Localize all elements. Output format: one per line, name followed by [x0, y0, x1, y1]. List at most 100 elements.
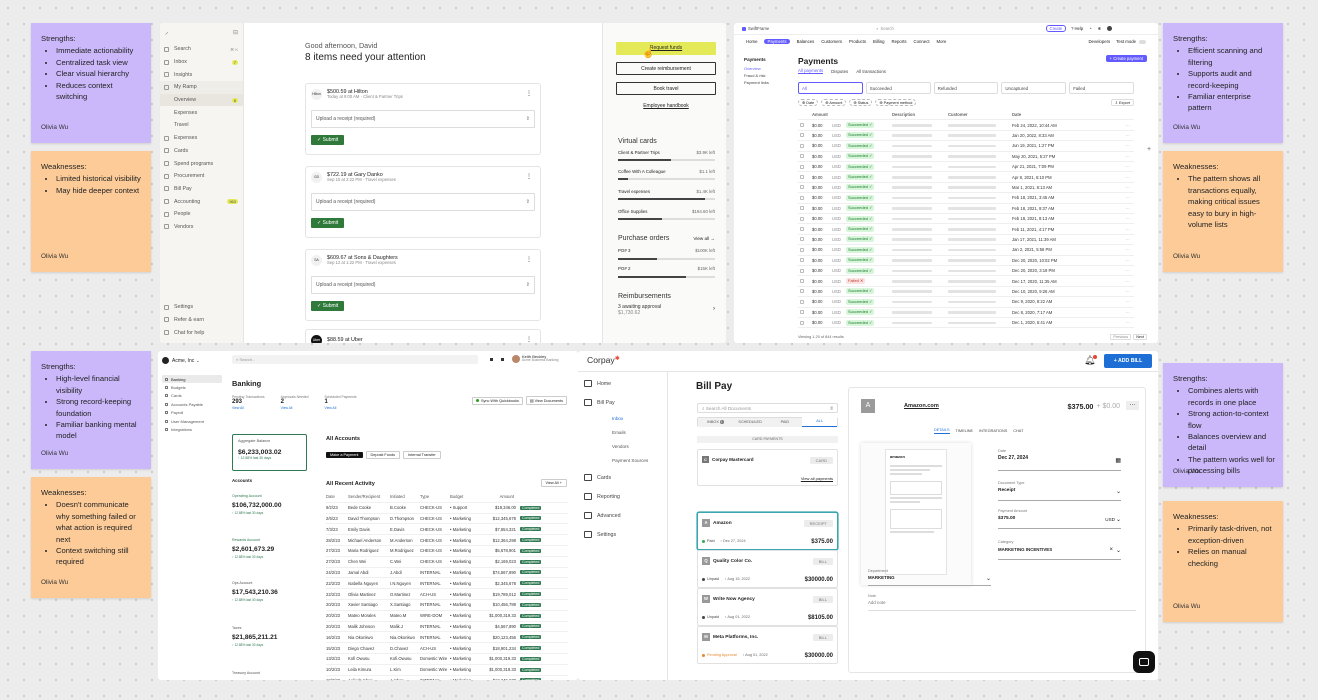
account-action-button[interactable]: Internal Transfer [402, 451, 441, 459]
payments-tab[interactable]: All payments [798, 68, 824, 74]
row-menu-icon[interactable]: ⋯ [1125, 132, 1130, 138]
reimbursements-summary[interactable]: 3 awaiting approval $1,730.62 › [618, 304, 715, 316]
bill-tab[interactable]: ALL [802, 417, 837, 427]
calendar-icon[interactable]: ▦ [1115, 458, 1121, 464]
view-all-payments-link[interactable]: View all payments [800, 476, 833, 481]
category-field[interactable]: Category MARKETING INCENTIVES × ⌄ [998, 540, 1121, 560]
filter-icon[interactable]: ⩸ [830, 406, 833, 411]
nav-tab[interactable]: Balances [796, 39, 815, 44]
employee-handbook-link[interactable]: Employee handbook [643, 103, 689, 109]
sidebar-item[interactable]: Overview [744, 66, 761, 71]
bill-tab[interactable]: PAID [767, 417, 803, 427]
table-row[interactable]: $0.00 USD Succeeded ✓ Dec 20, 2020, 10:02 P… [798, 256, 1134, 266]
sidebar-item[interactable]: Cards [162, 392, 222, 400]
sticky-note-weaknesses[interactable]: Weaknesses: The pattern shows all transac… [1163, 151, 1283, 272]
payments-tab[interactable]: Disputes [831, 68, 849, 74]
virtual-card-item[interactable]: Client & Partner Trips $3.9K left [618, 150, 715, 161]
sidebar-item[interactable]: Overview 8 [160, 93, 243, 107]
table-row[interactable]: $0.00 USD Succeeded ✓ Feb 18, 2021, 8:13 AM… [798, 214, 1134, 225]
help-link[interactable]: Help [1074, 26, 1084, 31]
table-row[interactable]: $0.00 USD Succeeded ✓ Jan 20, 2022, 8:33 AM… [798, 131, 1134, 142]
sticky-note-strengths[interactable]: Strengths: High-level financial visibilit… [31, 351, 151, 469]
sticky-note-strengths[interactable]: Strengths: Combines alerts with records i… [1163, 363, 1283, 487]
avatar[interactable] [1107, 26, 1113, 31]
filter-chip[interactable]: ⊕ Status [849, 99, 873, 106]
search-input[interactable]: ⌕ Search... [232, 355, 478, 364]
sticky-note-strengths[interactable]: Strengths: Immediate actionabilityCentral… [31, 23, 151, 143]
table-row[interactable]: 10/2/23 Leila Kimura L.Kim Domestic Wire • M… [326, 665, 568, 676]
sidebar-item[interactable]: Vendors [160, 221, 243, 234]
sticky-note-weaknesses[interactable]: Weaknesses: Limited historical visibility… [31, 151, 151, 272]
table-row[interactable]: 22/2/23 Isabella Nguyen I.N.Nguyen INTERNAL… [326, 578, 568, 590]
row-menu-icon[interactable]: ⋯ [1125, 278, 1130, 284]
row-checkbox[interactable] [800, 164, 804, 169]
nav-item[interactable]: Advanced [578, 506, 667, 525]
submit-button[interactable]: ✓ Submit [311, 135, 345, 145]
more-options-icon[interactable]: ⋮ [526, 91, 532, 97]
note-field[interactable]: Note Add note [868, 594, 1136, 611]
table-row[interactable]: $0.00 USD Succeeded ✓ Mar 1, 2021, 8:13 AM ⋯ [798, 183, 1134, 194]
row-menu-icon[interactable]: ⋯ [1125, 320, 1130, 326]
sidebar-item[interactable]: Refer & earn [160, 314, 243, 327]
account-card[interactable]: Treasury Account [232, 671, 260, 675]
table-row[interactable]: 22/2/23 Olivia Martinez O.Martinez ACH-US • … [326, 589, 568, 600]
detail-tab[interactable]: CHAT [1013, 428, 1024, 433]
developers-link[interactable]: Developers [1088, 39, 1111, 44]
row-checkbox[interactable] [800, 143, 804, 148]
row-checkbox[interactable] [800, 216, 804, 221]
table-row[interactable]: 9/2/23 Bede Cooke B.Cooke CHECK-US • Support… [326, 503, 568, 514]
sidebar-item[interactable]: Budgets [162, 383, 222, 391]
table-row[interactable]: 13/2/23 Kofi Owusu Kofi.Owusu Domestic Wire… [326, 654, 568, 665]
sticky-note-weaknesses[interactable]: Weaknesses: Primarily task-driven, not ex… [1163, 501, 1283, 622]
detail-tab[interactable]: INTEGRATIONS [979, 428, 1008, 433]
previous-button[interactable]: Previous [1110, 334, 1132, 340]
detail-tab[interactable]: TIMELINE [955, 428, 974, 433]
view-all-link[interactable]: View all → [693, 236, 715, 241]
row-checkbox[interactable] [800, 279, 804, 284]
table-row[interactable]: $0.00 USD Succeeded ✓ Dec 1, 2020, 5:41 AM ⋯ [798, 318, 1134, 329]
date-field[interactable]: Date Dec 27, 2024 ▦ [998, 449, 1121, 471]
table-row[interactable]: 28/2/23 Michael Anderson M.Anderson CHECK-U… [326, 535, 568, 546]
bill-card[interactable]: A Amazon RECEIPT Paid ▪ Dec 27, 2024 $375.00 [697, 512, 838, 550]
nav-tab[interactable]: More [936, 39, 947, 44]
test-mode-toggle[interactable]: Test mode [1116, 39, 1136, 44]
grid-icon[interactable] [490, 357, 493, 361]
account-card[interactable]: Taxes $21,865,211.21 ↑ 12.88% last 30 days [232, 626, 278, 647]
sync-quickbooks-button[interactable]: Sync With Quickbooks [471, 396, 523, 405]
payments-tab[interactable]: All transactions [856, 68, 887, 74]
search-input[interactable]: ⌕ Search All Documents ⩸ [697, 403, 838, 413]
department-field[interactable]: Department MARKETING ⌄ [868, 569, 991, 586]
account-card[interactable]: Rewards Account $2,601,673.29 ↑ 12.88% las… [232, 538, 275, 559]
row-checkbox[interactable] [800, 320, 804, 325]
upload-receipt-field[interactable]: Upload a receipt (required) ⇪ [311, 110, 535, 128]
account-card[interactable]: Operating Account $106,732,000.00 ↑ 12.88%… [232, 494, 282, 515]
row-checkbox[interactable] [800, 185, 804, 190]
bill-tab[interactable]: SCHEDULED [732, 417, 768, 427]
nav-tab[interactable]: Home [746, 39, 758, 44]
more-options-icon[interactable]: ⋮ [526, 337, 532, 343]
book-travel-button[interactable]: Book travel [616, 82, 716, 95]
row-checkbox[interactable] [800, 310, 804, 315]
bill-card[interactable]: W Write Now Agency BILL Unpaid ▪ Aug 01, 202… [697, 588, 838, 626]
row-menu-icon[interactable]: ⋯ [1125, 309, 1130, 315]
row-checkbox[interactable] [800, 123, 804, 128]
nav-tab[interactable]: Payments [764, 39, 790, 44]
table-row[interactable]: 2/6/23 David Thompson D.Thompson CHECK-US • … [326, 514, 568, 525]
sidebar-item[interactable]: Bill Pay [160, 183, 243, 196]
sidebar-item[interactable]: Fraud & risk [744, 73, 766, 78]
sidebar-item[interactable]: Expenses [160, 132, 243, 145]
nav-item[interactable]: Reporting [578, 487, 667, 506]
row-menu-icon[interactable]: ⋯ [1125, 216, 1130, 222]
sticky-note-weaknesses[interactable]: Weaknesses: Doesn't communicate why somet… [31, 477, 151, 598]
sidebar-item[interactable]: Settings [160, 301, 243, 314]
account-card[interactable]: Ops Account $17,543,210.36 ↑ 12.88% last 3… [232, 581, 278, 602]
table-row[interactable]: $0.00 USD Succeeded ✓ Feb 24, 2022, 10:44 A… [798, 120, 1134, 131]
sidebar-item[interactable]: Search ⌘ K [160, 43, 243, 56]
row-checkbox[interactable] [800, 227, 804, 232]
row-menu-icon[interactable]: ⋯ [1125, 226, 1130, 232]
table-row[interactable]: 16/2/23 Nia Okonkwo Nia.Okonkwo INTERNAL • M… [326, 632, 568, 644]
table-row[interactable]: 7/3/23 Emily Davis E.Davis CHECK-US • Market… [326, 524, 568, 536]
create-reimbursement-button[interactable]: Create reimbursement [616, 62, 716, 75]
sidebar-item[interactable]: Chat for help [160, 326, 243, 339]
sidebar-item[interactable]: Banking [162, 375, 222, 384]
